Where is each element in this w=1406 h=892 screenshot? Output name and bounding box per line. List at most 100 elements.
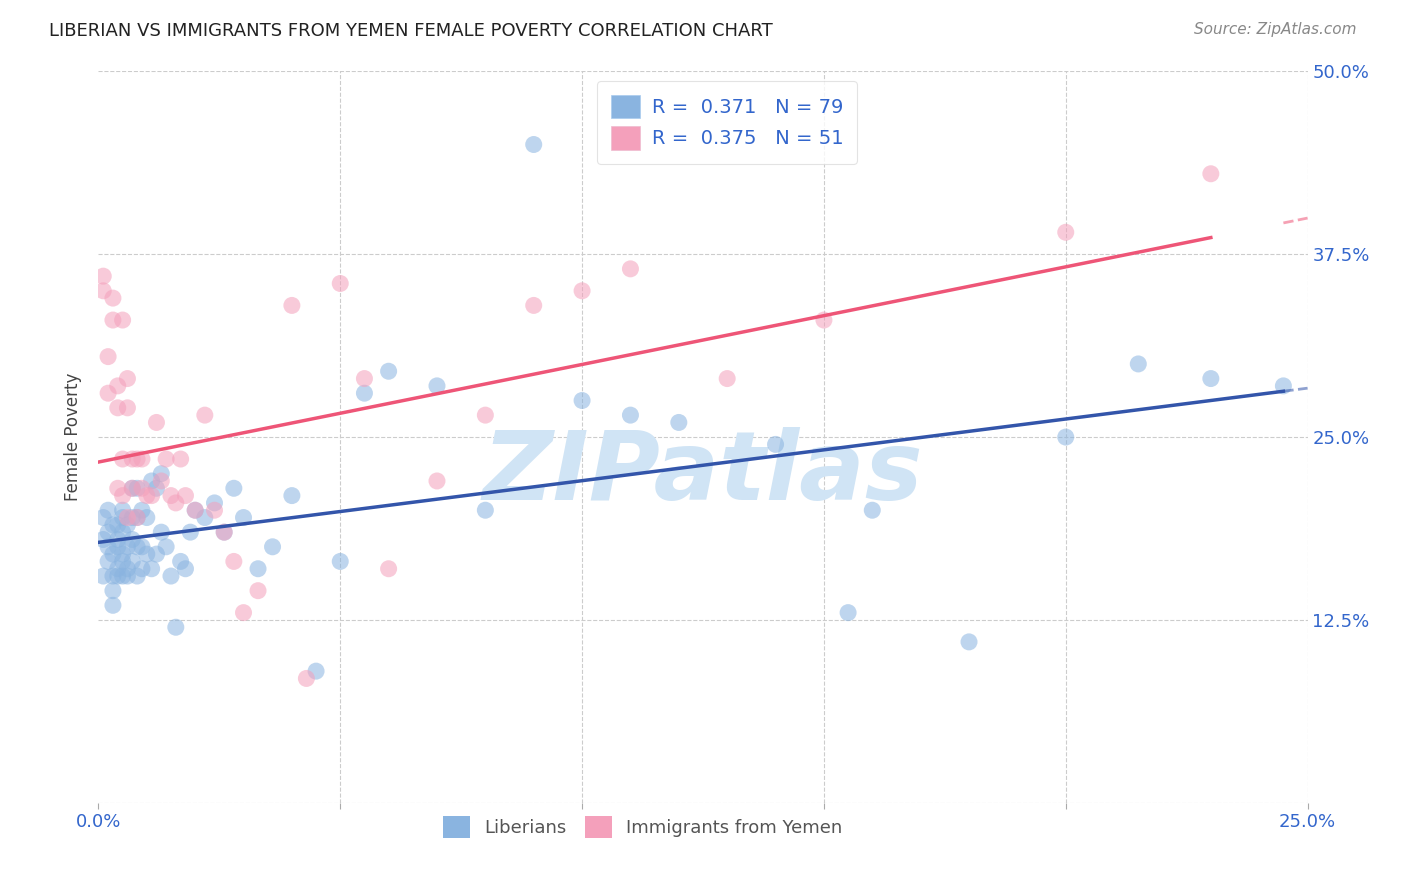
Point: [111, 569, 134, 583]
Point: [97, 540, 120, 554]
Point: [837, 606, 859, 620]
Point: [111, 525, 134, 540]
Point: [1272, 379, 1295, 393]
Point: [117, 401, 139, 415]
Point: [127, 452, 149, 467]
Point: [860, 503, 883, 517]
Point: [117, 517, 139, 532]
Point: [131, 562, 153, 576]
Point: [204, 503, 226, 517]
Point: [91, 510, 114, 524]
Point: [426, 474, 449, 488]
Point: [194, 510, 217, 524]
Point: [111, 452, 134, 467]
Point: [150, 474, 173, 488]
Point: [145, 416, 167, 430]
Point: [329, 554, 352, 568]
Point: [232, 606, 254, 620]
Point: [247, 583, 270, 598]
Point: [222, 554, 245, 568]
Point: [262, 540, 284, 554]
Point: [184, 503, 207, 517]
Point: [150, 525, 173, 540]
Point: [184, 503, 207, 517]
Point: [107, 401, 129, 415]
Point: [474, 503, 496, 517]
Point: [135, 547, 157, 561]
Point: [155, 540, 177, 554]
Point: [117, 562, 139, 576]
Y-axis label: Female Poverty: Female Poverty: [65, 373, 83, 501]
Point: [165, 496, 187, 510]
Point: [353, 386, 375, 401]
Point: [141, 562, 163, 576]
Point: [204, 496, 226, 510]
Point: [97, 386, 120, 401]
Point: [716, 371, 738, 385]
Point: [141, 474, 163, 488]
Text: ZIPatlas: ZIPatlas: [482, 427, 924, 520]
Point: [174, 489, 197, 503]
Point: [194, 408, 217, 422]
Point: [107, 540, 129, 554]
Point: [127, 510, 149, 524]
Point: [111, 547, 134, 561]
Point: [111, 510, 134, 524]
Point: [117, 540, 139, 554]
Point: [121, 554, 143, 568]
Point: [107, 562, 129, 576]
Point: [121, 533, 143, 547]
Point: [571, 284, 593, 298]
Point: [160, 489, 183, 503]
Point: [329, 277, 352, 291]
Point: [305, 664, 328, 678]
Point: [377, 562, 399, 576]
Point: [619, 408, 641, 422]
Point: [1054, 430, 1077, 444]
Point: [295, 672, 318, 686]
Point: [107, 569, 129, 583]
Point: [1199, 167, 1222, 181]
Point: [135, 510, 157, 524]
Point: [131, 540, 153, 554]
Point: [121, 510, 143, 524]
Point: [91, 284, 114, 298]
Point: [222, 481, 245, 495]
Point: [91, 269, 114, 284]
Point: [91, 569, 114, 583]
Point: [127, 510, 149, 524]
Point: [145, 547, 167, 561]
Point: [765, 437, 787, 451]
Point: [150, 467, 173, 481]
Point: [101, 291, 124, 305]
Point: [97, 503, 120, 517]
Point: [101, 569, 124, 583]
Point: [1054, 225, 1077, 239]
Point: [101, 599, 124, 613]
Point: [212, 525, 235, 540]
Point: [117, 371, 139, 385]
Point: [1128, 357, 1150, 371]
Point: [523, 298, 546, 312]
Point: [131, 503, 153, 517]
Point: [111, 489, 134, 503]
Point: [155, 452, 177, 467]
Point: [131, 452, 153, 467]
Point: [101, 313, 124, 327]
Point: [127, 481, 149, 495]
Point: [111, 313, 134, 327]
Point: [111, 554, 134, 568]
Point: [169, 452, 191, 467]
Point: [160, 569, 183, 583]
Point: [179, 525, 201, 540]
Point: [101, 547, 124, 561]
Point: [571, 393, 593, 408]
Point: [281, 489, 304, 503]
Point: [1199, 371, 1222, 385]
Point: [619, 261, 641, 276]
Point: [97, 350, 120, 364]
Point: [107, 533, 129, 547]
Point: [668, 416, 690, 430]
Point: [97, 525, 120, 540]
Point: [169, 554, 191, 568]
